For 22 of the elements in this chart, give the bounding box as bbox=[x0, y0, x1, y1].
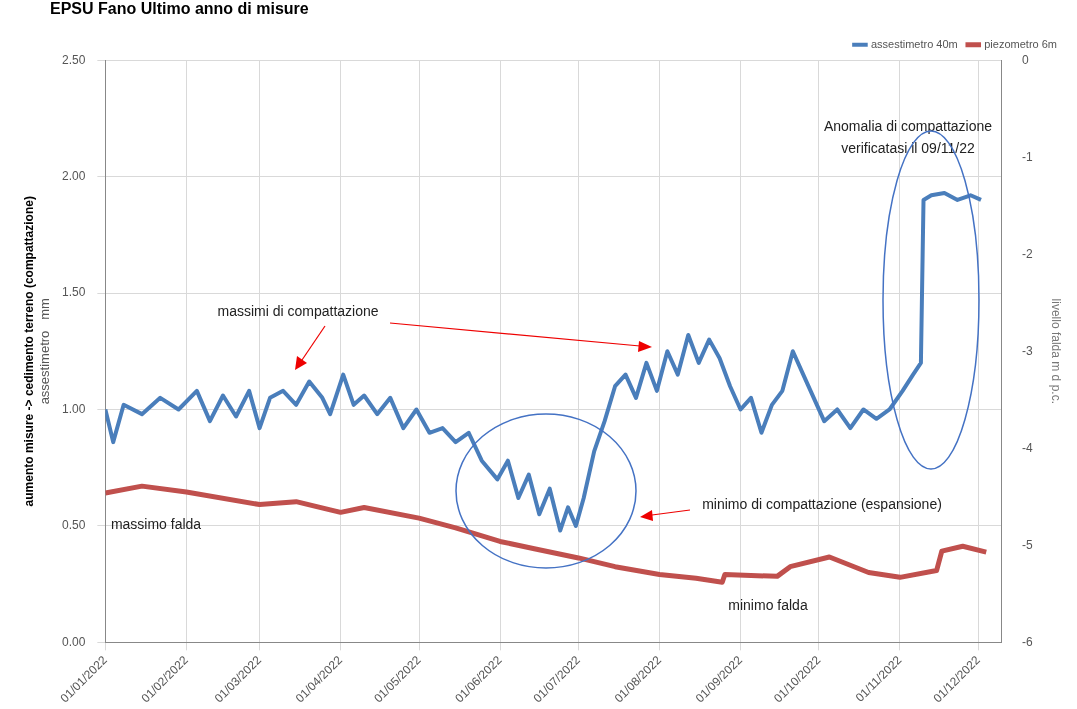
y-tick-label: 1.50 bbox=[62, 285, 86, 300]
y2-tick-label: -2 bbox=[1021, 246, 1033, 261]
y2-tick-label: -6 bbox=[1021, 634, 1033, 649]
annotation: minimo falda bbox=[728, 596, 808, 613]
y2-tick-label: -4 bbox=[1021, 440, 1033, 455]
y-tick-label: 0.50 bbox=[62, 518, 86, 533]
y-tick-label: 0.00 bbox=[62, 634, 86, 649]
annotation: massimo falda bbox=[110, 515, 202, 532]
y-tick-label: 1.00 bbox=[62, 401, 86, 416]
annotation: minimo di compattazione (espansione) bbox=[702, 495, 942, 512]
y2-tick-label: 0 bbox=[1021, 52, 1029, 67]
chart-title: EPSU Fano Ultimo anno di misure bbox=[50, 0, 309, 18]
legend-label: assestimetro 40m bbox=[870, 37, 958, 50]
y-tick-label: 2.50 bbox=[62, 52, 86, 67]
y-axis-title: aumento misure -> cedimento terreno (compattazione) assestimetro mm bbox=[22, 196, 52, 507]
y2-tick-label: -3 bbox=[1021, 343, 1033, 358]
annotation: massimi di compattazione bbox=[217, 302, 379, 319]
y2-tick-label: -5 bbox=[1021, 537, 1033, 552]
legend-label: piezometro 6m bbox=[984, 37, 1058, 50]
y-tick-label: 2.00 bbox=[62, 168, 86, 183]
y2-axis-title: livello falda m d p.c. bbox=[1049, 298, 1064, 404]
y2-tick-label: -1 bbox=[1021, 149, 1033, 164]
